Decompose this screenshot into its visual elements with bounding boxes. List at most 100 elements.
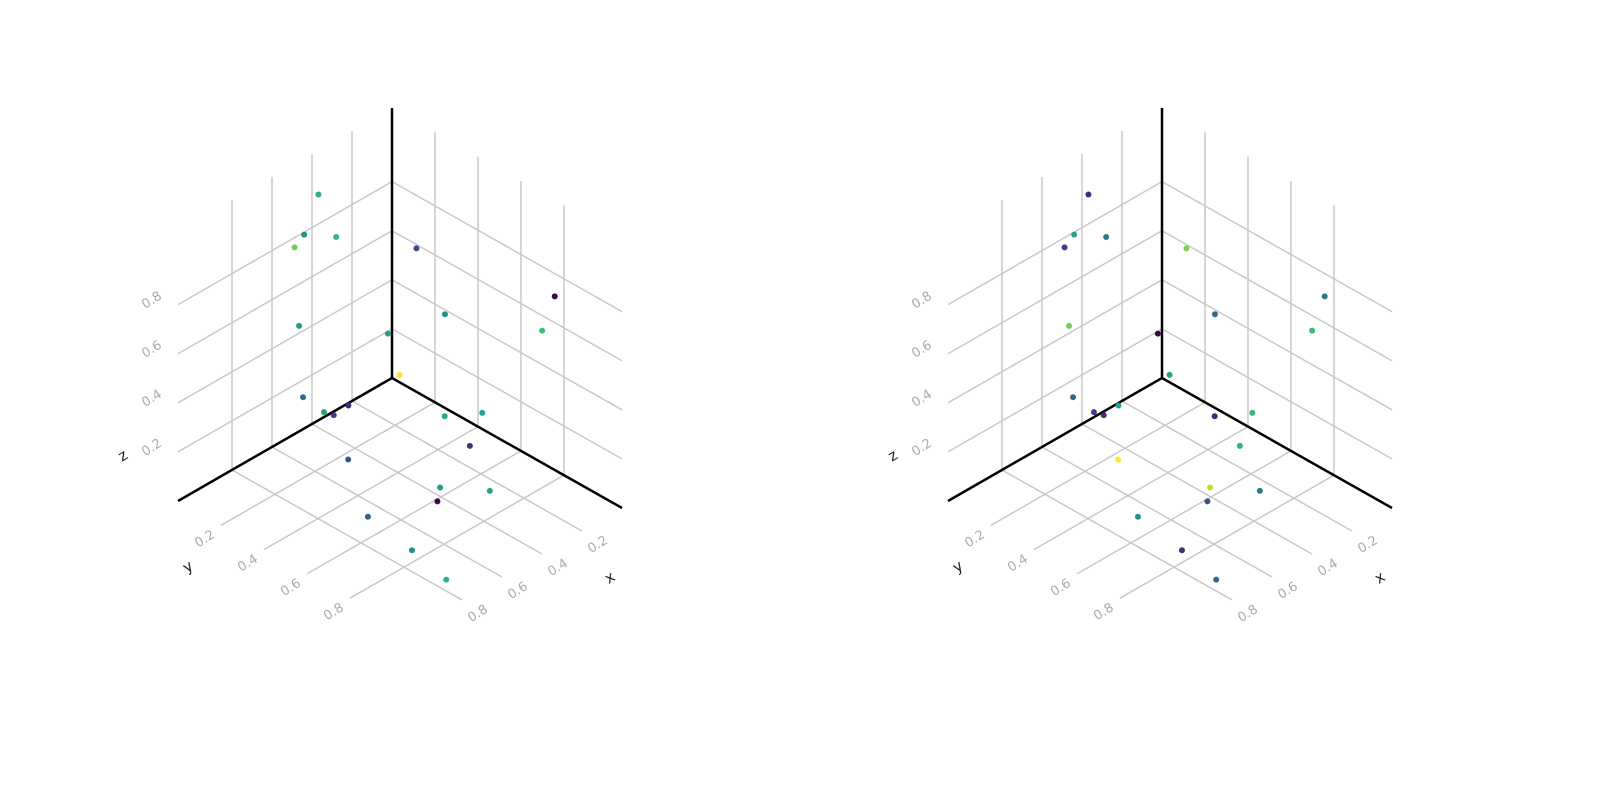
grid-line [391,328,623,460]
point [1154,330,1161,337]
point [396,371,403,378]
point [1256,487,1263,494]
grid-line [391,279,623,411]
grid-line [1161,230,1393,362]
tick-label: 0.6 [139,338,164,362]
point [1100,412,1107,419]
tick-label: 0.2 [962,527,987,551]
point [479,409,486,416]
point [1309,327,1316,334]
grid-line [349,474,565,599]
point [330,412,337,419]
point [1134,513,1141,520]
grid-line [271,446,503,578]
point [486,487,493,494]
tick-label: 0.4 [909,387,934,411]
point [345,402,352,409]
grid-line [1033,425,1249,551]
tick-label: 0.2 [909,436,934,460]
point [441,311,448,318]
point [320,409,327,416]
point [1178,547,1185,554]
point [466,442,473,449]
tick-label: 0.8 [465,602,490,626]
grid-line [947,180,1163,306]
grid-line [947,230,1163,355]
axis-label: y [949,557,966,577]
grid-line [1161,279,1393,411]
grid-line [220,401,436,526]
point [1213,576,1220,583]
axis-label: x [1371,568,1388,588]
point [434,498,441,505]
point [300,394,307,401]
tick-label: 0.8 [1091,600,1116,624]
point [1085,191,1092,198]
point [1249,409,1256,416]
point [1211,413,1218,420]
point [315,191,322,198]
point [1115,456,1122,463]
point [1211,311,1218,318]
y-axis [1161,376,1393,510]
tick-label: 0.4 [1005,552,1030,576]
tick-label: 0.6 [1275,579,1300,603]
tick-label: 0.2 [192,527,217,551]
grid-line [1041,446,1273,578]
grid-line [177,328,393,453]
point [364,513,371,520]
axis-label: x [601,568,618,588]
grid-line [1119,474,1335,599]
x-axis [947,376,1163,503]
point [291,244,298,251]
tick-label: 0.6 [1048,576,1073,600]
tick-label: 0.8 [1235,602,1260,626]
tick-label: 0.2 [1355,533,1380,557]
tick-label: 0.6 [278,576,303,600]
tick-label: 0.8 [139,289,164,313]
grid-line [231,469,463,601]
point [1090,409,1097,416]
point [1321,293,1328,300]
axis-label: z [885,446,901,466]
grid-line [351,400,583,532]
grid-line [990,401,1206,526]
tick-label: 0.2 [585,533,610,557]
x-axis [177,376,393,503]
tick-label: 0.8 [321,600,346,624]
axis-label: z [115,446,131,466]
axis-label: y [179,557,196,577]
point [1070,394,1077,401]
point [1204,498,1211,505]
point [1236,442,1243,449]
grid-line [391,230,623,362]
point [301,231,308,238]
point [1071,231,1078,238]
point [1061,244,1068,251]
tick-label: 0.4 [1315,556,1340,580]
grid-line [263,425,479,551]
y-axis [391,376,623,510]
grid-line [177,180,393,306]
point [551,293,558,300]
point [1183,245,1190,252]
grid-line [1081,423,1313,555]
point [1207,484,1214,491]
point [443,576,450,583]
point [1066,322,1073,329]
point [437,484,444,491]
grid-line [177,279,393,404]
point [539,327,546,334]
point [384,330,391,337]
point [333,233,340,240]
point [408,547,415,554]
point [441,413,448,420]
grid-line [177,230,393,355]
grid-line [391,180,623,313]
grid-line [1076,450,1292,575]
grid-line [1161,180,1393,313]
point [1103,233,1110,240]
grid-line [947,279,1163,404]
grid-line [311,423,543,555]
